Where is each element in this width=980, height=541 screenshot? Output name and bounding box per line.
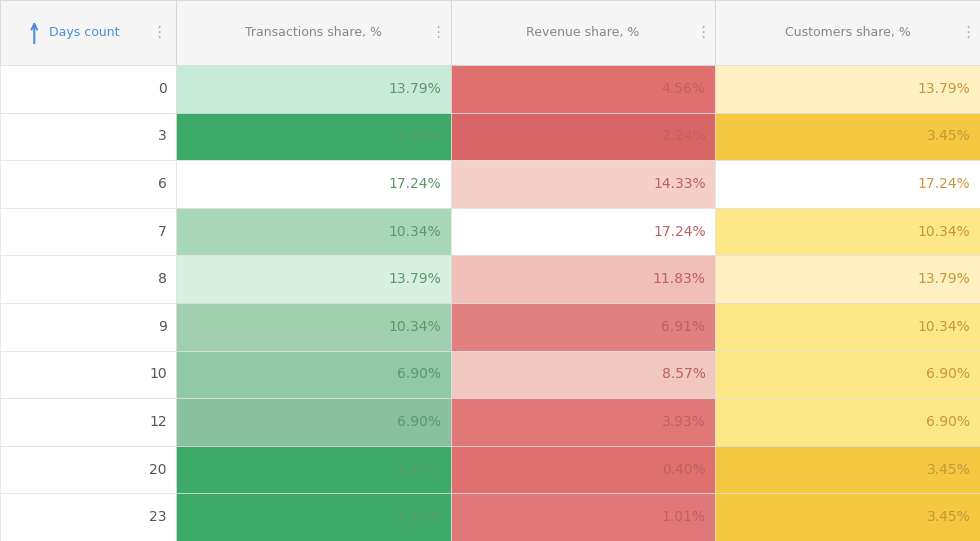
Text: ⋮: ⋮ xyxy=(151,25,167,40)
Bar xyxy=(715,493,980,541)
Text: 4.56%: 4.56% xyxy=(662,82,706,96)
Text: 8: 8 xyxy=(158,272,167,286)
Text: 3.45%: 3.45% xyxy=(397,463,441,477)
Bar xyxy=(0,493,176,541)
Bar xyxy=(176,113,451,160)
Bar xyxy=(715,446,980,493)
Text: 7: 7 xyxy=(158,225,167,239)
Text: 2.24%: 2.24% xyxy=(662,129,706,143)
Bar xyxy=(0,160,176,208)
Text: 10: 10 xyxy=(149,367,167,381)
Text: 17.24%: 17.24% xyxy=(653,225,706,239)
Text: 23: 23 xyxy=(149,510,167,524)
Bar xyxy=(715,0,980,65)
Text: ⋮: ⋮ xyxy=(695,25,710,40)
Text: ⋮: ⋮ xyxy=(430,25,446,40)
Bar xyxy=(0,446,176,493)
Bar xyxy=(715,398,980,446)
Bar xyxy=(715,351,980,398)
Text: 3: 3 xyxy=(158,129,167,143)
Text: 3.93%: 3.93% xyxy=(662,415,706,429)
Text: 1.01%: 1.01% xyxy=(662,510,706,524)
Bar xyxy=(715,208,980,255)
Text: 13.79%: 13.79% xyxy=(917,272,970,286)
Bar xyxy=(451,255,715,303)
Text: 6.90%: 6.90% xyxy=(397,415,441,429)
Text: 13.79%: 13.79% xyxy=(388,82,441,96)
Bar xyxy=(0,0,176,65)
Text: Transactions share, %: Transactions share, % xyxy=(245,26,382,39)
Bar xyxy=(715,65,980,113)
Bar xyxy=(0,65,176,113)
Bar xyxy=(0,113,176,160)
Text: 6.90%: 6.90% xyxy=(926,415,970,429)
Bar xyxy=(176,351,451,398)
Text: 3.45%: 3.45% xyxy=(397,510,441,524)
Bar xyxy=(176,255,451,303)
Bar xyxy=(451,0,715,65)
Bar xyxy=(451,351,715,398)
Text: 6: 6 xyxy=(158,177,167,191)
Bar xyxy=(451,113,715,160)
Bar xyxy=(0,255,176,303)
Bar xyxy=(176,160,451,208)
Text: 12: 12 xyxy=(149,415,167,429)
Text: 3.45%: 3.45% xyxy=(926,129,970,143)
Text: 10.34%: 10.34% xyxy=(917,225,970,239)
Text: 3.45%: 3.45% xyxy=(926,463,970,477)
Text: Days count: Days count xyxy=(49,26,120,39)
Text: 6.91%: 6.91% xyxy=(662,320,706,334)
Text: Revenue share, %: Revenue share, % xyxy=(526,26,640,39)
Bar xyxy=(0,351,176,398)
Bar xyxy=(451,208,715,255)
Bar xyxy=(176,65,451,113)
Bar xyxy=(176,303,451,351)
Text: 6.90%: 6.90% xyxy=(926,367,970,381)
Text: 11.83%: 11.83% xyxy=(653,272,706,286)
Bar xyxy=(715,255,980,303)
Text: 3.45%: 3.45% xyxy=(926,510,970,524)
Text: 0: 0 xyxy=(158,82,167,96)
Bar xyxy=(176,446,451,493)
Bar xyxy=(451,65,715,113)
Text: 17.24%: 17.24% xyxy=(388,177,441,191)
Bar xyxy=(176,493,451,541)
Bar xyxy=(451,446,715,493)
Bar xyxy=(451,493,715,541)
Text: 9: 9 xyxy=(158,320,167,334)
Bar xyxy=(451,160,715,208)
Text: 10.34%: 10.34% xyxy=(388,320,441,334)
Bar xyxy=(451,303,715,351)
Bar xyxy=(715,113,980,160)
Text: 10.34%: 10.34% xyxy=(917,320,970,334)
Text: 14.33%: 14.33% xyxy=(653,177,706,191)
Bar xyxy=(0,303,176,351)
Text: 13.79%: 13.79% xyxy=(917,82,970,96)
Bar xyxy=(451,398,715,446)
Text: Customers share, %: Customers share, % xyxy=(785,26,910,39)
Text: 6.90%: 6.90% xyxy=(397,367,441,381)
Text: 8.57%: 8.57% xyxy=(662,367,706,381)
Text: 10.34%: 10.34% xyxy=(388,225,441,239)
Text: 13.79%: 13.79% xyxy=(388,272,441,286)
Bar xyxy=(715,303,980,351)
Text: ⋮: ⋮ xyxy=(959,25,975,40)
Text: 3.45%: 3.45% xyxy=(397,129,441,143)
Bar xyxy=(176,208,451,255)
Bar xyxy=(0,208,176,255)
Bar xyxy=(0,398,176,446)
Bar xyxy=(176,0,451,65)
Bar xyxy=(176,398,451,446)
Bar xyxy=(715,160,980,208)
Text: 17.24%: 17.24% xyxy=(917,177,970,191)
Text: 0.40%: 0.40% xyxy=(662,463,706,477)
Text: 20: 20 xyxy=(149,463,167,477)
